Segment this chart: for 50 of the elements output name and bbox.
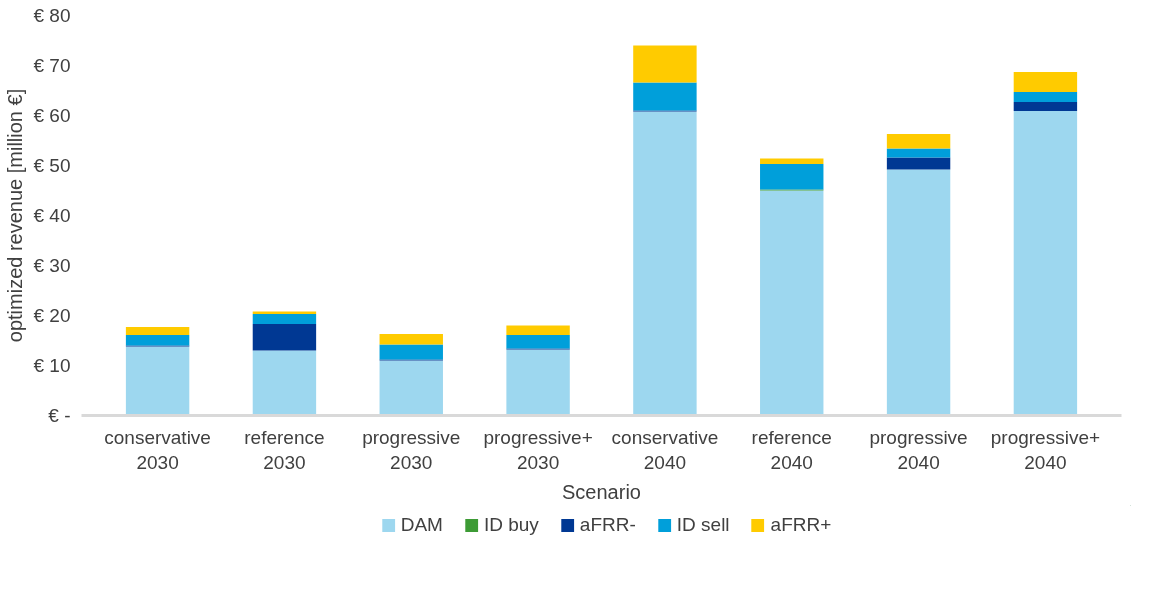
bar [633, 111, 697, 416]
bar [886, 157, 951, 170]
y-tick-label: € 20 [33, 305, 71, 326]
legend-label: ID sell [676, 514, 730, 536]
bar [125, 327, 190, 335]
x-axis-title: Scenario [562, 480, 641, 503]
bar [1013, 102, 1078, 111]
x-tick-label: progressive+ 2040 [990, 426, 1101, 473]
y-tick-label: € 50 [33, 155, 71, 176]
bar [379, 360, 443, 416]
x-tick-label: reference 2040 [751, 426, 832, 473]
y-tick-label: € 70 [33, 55, 71, 76]
y-tick-label: € 60 [33, 105, 71, 126]
bar [633, 45, 697, 83]
bar [125, 346, 190, 416]
legend-label: ID buy [483, 514, 539, 536]
bar [252, 324, 317, 351]
y-tick-label: € 40 [33, 205, 71, 226]
bar [506, 349, 570, 416]
bar [1013, 111, 1078, 416]
x-tick-label: progressive 2030 [362, 426, 461, 473]
bar [760, 164, 824, 190]
bar [379, 334, 443, 345]
bar [252, 314, 317, 324]
legend-label: aFRR- [579, 514, 636, 536]
x-tick-label: reference 2030 [244, 426, 325, 473]
x-tick-label: conservative 2040 [611, 426, 719, 473]
bar [760, 190, 824, 416]
bar [886, 148, 951, 158]
bar [506, 325, 570, 335]
x-tick-label: progressive+ 2030 [483, 426, 593, 473]
legend-label: DAM [400, 514, 443, 536]
bar [125, 335, 190, 346]
legend-label: aFRR+ [770, 514, 832, 536]
y-axis-title: optimized revenue [million €] [3, 88, 26, 343]
x-tick-label: progressive 2040 [869, 426, 968, 473]
y-tick-label: € - [48, 405, 71, 426]
y-tick-label: € 30 [33, 255, 71, 276]
bar [886, 169, 951, 416]
bar [506, 335, 570, 349]
bar [252, 350, 317, 416]
bar [886, 134, 951, 149]
bar [1013, 92, 1078, 102]
y-tick-label: € 80 [33, 5, 71, 26]
bar [760, 158, 824, 164]
y-tick-label: € 10 [33, 355, 71, 376]
bar [379, 344, 443, 360]
bar [1013, 72, 1078, 92]
bar [633, 82, 697, 111]
x-tick-label: conservative 2030 [104, 426, 211, 473]
